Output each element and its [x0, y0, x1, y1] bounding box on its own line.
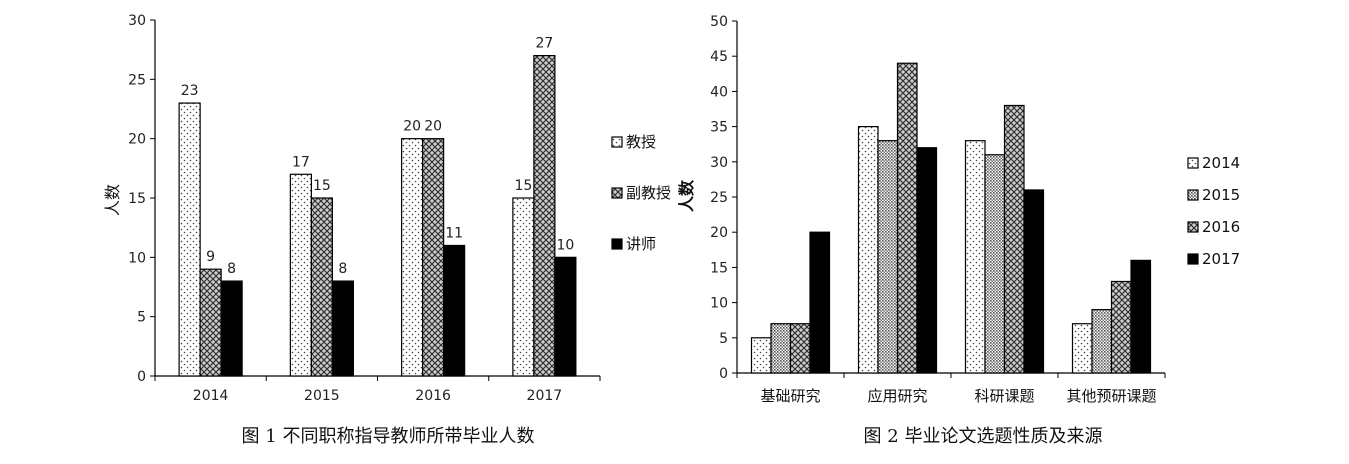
bar-c2-s2-c3 [1110, 280, 1132, 374]
x-category-label: 基础研究 [760, 387, 820, 405]
legend-label: 2017 [1202, 250, 1240, 268]
y-tick-label: 50 [710, 14, 728, 30]
data-label: 8 [227, 261, 236, 277]
data-label: 20 [424, 119, 442, 135]
x-category-label: 2017 [527, 388, 563, 404]
bar-c1-s0-c2 [401, 138, 424, 377]
legend-label: 教授 [626, 133, 656, 151]
y-tick-label: 30 [128, 13, 146, 29]
y-tick-label: 10 [128, 250, 146, 266]
chart-2: 人数 0 5 10 15 20 25 30 35 40 45 50 基础研究 应用研究 科研课题 其他预研课… [677, 14, 1240, 447]
bar-c2-s0-c0 [750, 337, 772, 374]
data-label: 27 [535, 36, 553, 52]
bar-c2-s0-c3 [1071, 323, 1093, 374]
y-tick-label: 30 [710, 155, 728, 171]
bar-c2-s0-c2 [964, 140, 986, 374]
data-label: 20 [403, 119, 421, 135]
y-tick-label: 45 [710, 49, 728, 65]
x-category-label: 科研课题 [974, 387, 1034, 405]
y-tick-label: 40 [710, 84, 728, 100]
bar-c1-s2-c0 [220, 280, 243, 377]
bar-c1-s1-c1 [310, 197, 333, 377]
bar-c1-s2-c1 [331, 280, 354, 377]
y-tick-label: 0 [719, 366, 728, 382]
bar-c1-s2-c2 [443, 244, 466, 377]
legend-swatch [611, 187, 623, 199]
bar-c2-s1-c2 [984, 154, 1006, 374]
bar-c2-s3-c3 [1130, 259, 1152, 374]
data-label: 17 [292, 154, 310, 170]
bar-c1-s0-c1 [289, 173, 312, 377]
legend-label: 2016 [1202, 218, 1240, 236]
legend-label: 2014 [1202, 154, 1240, 172]
data-label: 8 [338, 261, 347, 277]
bar-c2-s1-c1 [877, 140, 899, 374]
legend-swatch [1187, 221, 1199, 233]
chart-1-y-axis-label: 人数 [103, 184, 122, 216]
y-tick-label: 15 [710, 260, 728, 276]
y-tick-label: 25 [710, 190, 728, 206]
bar-c2-s2-c1 [896, 62, 918, 374]
y-tick-label: 15 [128, 191, 146, 207]
bar-c1-s1-c2 [422, 138, 445, 377]
legend-swatch [611, 238, 623, 250]
x-category-label: 2014 [193, 388, 229, 404]
bar-c1-s0-c0 [178, 102, 201, 377]
y-tick-label: 5 [719, 331, 728, 347]
bar-c2-s1-c3 [1091, 309, 1113, 374]
data-label: 15 [514, 178, 532, 194]
legend-swatch [1187, 157, 1199, 169]
legend-label: 讲师 [626, 235, 656, 253]
data-label: 23 [181, 83, 199, 99]
bar-c1-s1-c0 [199, 268, 222, 377]
y-tick-label: 35 [710, 120, 728, 136]
bar-c2-s0-c1 [857, 125, 879, 374]
bar-c2-s2-c2 [1003, 104, 1025, 374]
bar-c2-s2-c0 [789, 323, 811, 374]
legend-swatch [611, 136, 623, 148]
y-tick-label: 0 [137, 369, 146, 385]
data-label: 10 [556, 237, 574, 253]
bar-c2-s3-c2 [1023, 189, 1045, 374]
data-label: 9 [206, 249, 215, 265]
x-category-label: 其他预研课题 [1066, 387, 1156, 405]
bar-c2-s3-c0 [809, 231, 831, 374]
data-label: 11 [445, 225, 463, 241]
data-label: 15 [313, 178, 331, 194]
chart-1-caption: 图 1 不同职称指导教师所带毕业人数 [242, 426, 535, 447]
bar-c1-s2-c3 [554, 256, 577, 377]
legend-label: 副教授 [626, 184, 671, 202]
legend-swatch [1187, 253, 1199, 265]
chart-2-y-axis-label: 人数 [677, 179, 696, 212]
y-tick-label: 5 [137, 310, 146, 326]
x-category-label: 2015 [304, 388, 340, 404]
legend-swatch [1187, 189, 1199, 201]
y-tick-label: 20 [710, 225, 728, 241]
x-category-label: 2016 [415, 388, 451, 404]
bar-c1-s1-c3 [533, 54, 556, 377]
y-tick-label: 10 [710, 296, 728, 312]
x-category-label: 应用研究 [867, 387, 927, 405]
chart-2-caption: 图 2 毕业论文选题性质及来源 [864, 426, 1103, 447]
legend-label: 2015 [1202, 186, 1240, 204]
bar-c2-s1-c0 [770, 323, 792, 374]
bar-c1-s0-c3 [512, 197, 535, 377]
bar-c2-s3-c1 [916, 147, 938, 374]
y-tick-label: 25 [128, 72, 146, 88]
y-tick-label: 20 [128, 132, 146, 148]
